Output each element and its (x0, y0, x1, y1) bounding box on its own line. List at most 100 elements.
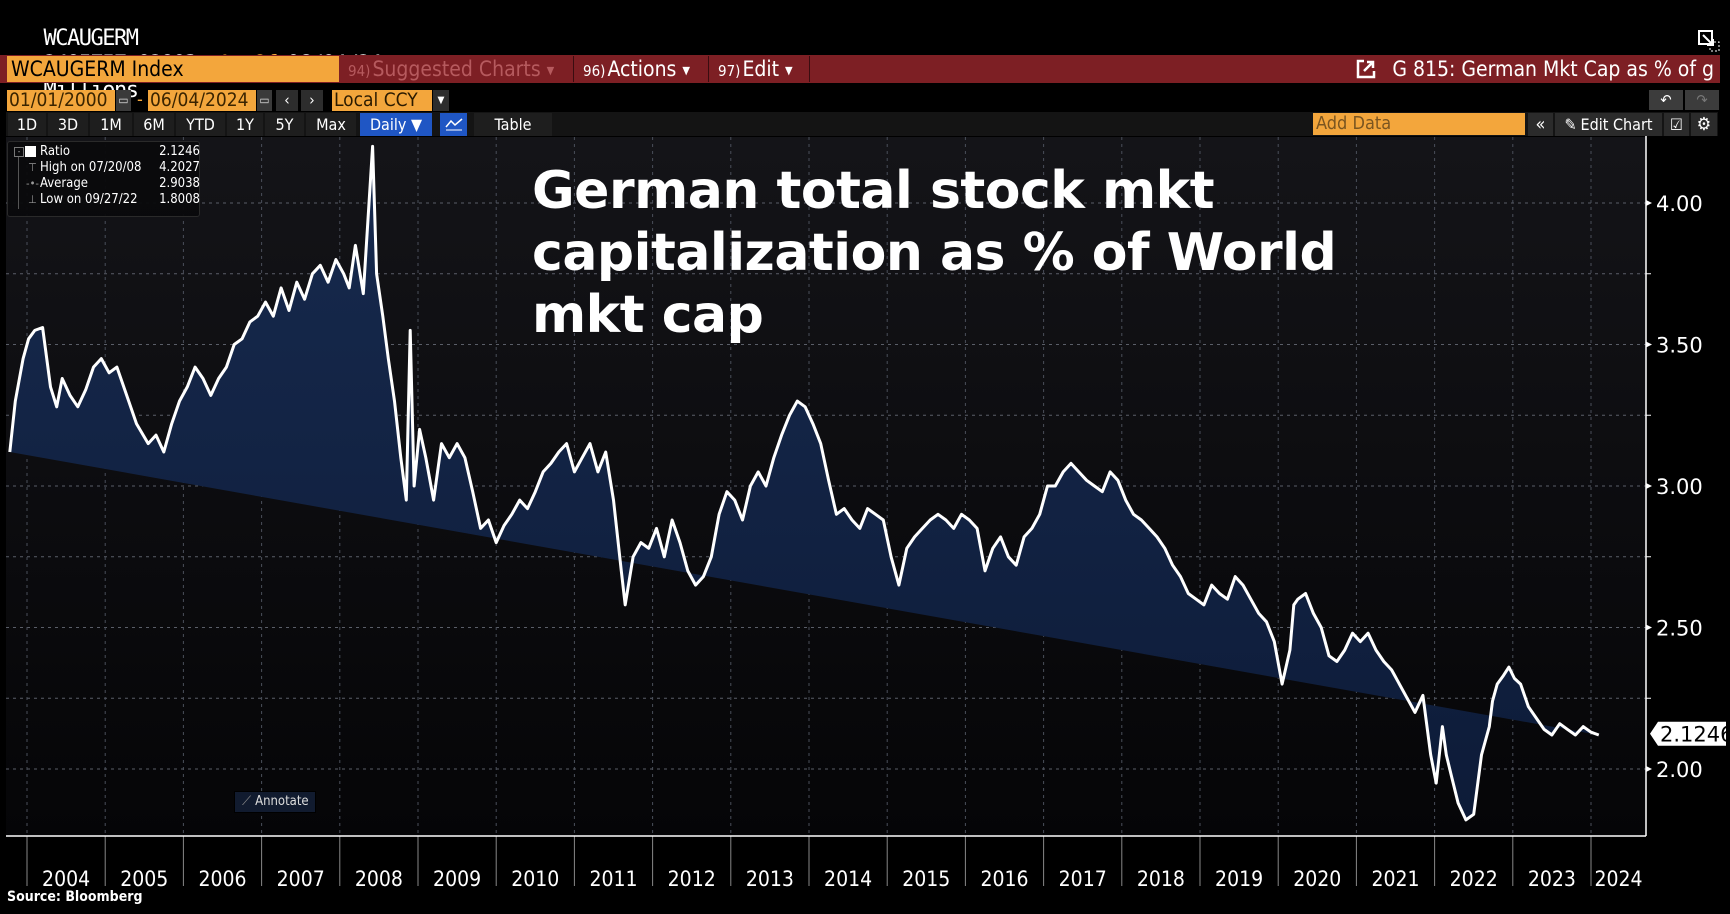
caret-down-icon: ▼ (682, 64, 691, 77)
legend-low-label: Low on 09/27/22 (40, 192, 138, 207)
x-tick-label: 2019 (1215, 867, 1263, 891)
legend-row-low: Low on 09/27/22 1.8008 (40, 192, 200, 208)
x-tick-label: 2013 (746, 867, 794, 891)
annotate-button[interactable]: ⟋ Annotate (234, 791, 316, 813)
currency-dropdown-icon[interactable]: ▼ (433, 90, 449, 111)
x-tick-label: 2014 (824, 867, 872, 891)
range-3d[interactable]: 3D (48, 113, 88, 136)
menu-number: 94) (348, 62, 371, 80)
source-footnote: Source: Bloomberg (7, 889, 143, 905)
next-period-button[interactable]: › (301, 90, 323, 111)
x-tick-label: 2010 (511, 867, 559, 891)
range-1d[interactable]: 1D (8, 113, 46, 136)
legend-low-value: 1.8008 (159, 192, 200, 207)
chart-title: German total stock mkt capitalization as… (532, 161, 1337, 345)
frequency-select[interactable]: Daily ▼ (360, 113, 432, 136)
external-link-icon[interactable] (1356, 59, 1378, 85)
x-tick-label: 2023 (1528, 867, 1576, 891)
legend-series-name: Ratio (40, 144, 70, 159)
legend-average-label: Average (40, 176, 88, 191)
last-value-label: 2.1246 (1660, 723, 1730, 747)
edit-chart-label: Edit Chart (1580, 115, 1653, 134)
menu-label: Suggested Charts (372, 57, 541, 81)
series-color-swatch (25, 146, 36, 157)
header-line-2: Bloomberg Germany Exchange Market Capit.… (20, 27, 687, 78)
currency-select[interactable]: Local CCY (332, 90, 432, 111)
y-tick-label: 2.00 (1656, 758, 1703, 782)
y-tick-label: 3.50 (1656, 334, 1703, 358)
x-tick-label: 2007 (277, 867, 325, 891)
x-tick-label: 2024 (1594, 867, 1642, 891)
x-tick-label: 2018 (1137, 867, 1185, 891)
last-value-tag (1650, 721, 1726, 746)
actions-menu[interactable]: 96)Actions ▼ (575, 56, 709, 82)
y-tick-label: 3.00 (1656, 475, 1703, 499)
x-tick-label: 2011 (589, 867, 637, 891)
add-data-input[interactable]: Add Data (1313, 113, 1525, 135)
chart-area: 2004 2005 2006 2007 2008 2009 2010 2011 2012 2013… (0, 136, 1730, 891)
suggested-charts-menu[interactable]: 94)Suggested Charts ▼ (340, 56, 574, 82)
table-button[interactable]: Table (474, 113, 552, 136)
calendar-icon[interactable]: ▭ (116, 90, 131, 111)
x-tick-label: 2016 (980, 867, 1028, 891)
pencil-icon: ⟋ (242, 794, 252, 809)
legend-high-label: High on 07/20/08 (40, 160, 142, 175)
header-line-1: WCAUGERM 2495757.02903As Of06/04/24 Mill… (20, 0, 403, 103)
range-1y[interactable]: 1Y (227, 113, 263, 136)
y-tick-marker (1646, 624, 1652, 631)
range-5y[interactable]: 5Y (265, 113, 304, 136)
popout-icon[interactable] (1698, 30, 1720, 52)
security-input[interactable]: WCAUGERM Index (7, 56, 339, 82)
legend-row-average: Average 2.9038 (40, 176, 200, 192)
menu-label: Edit (742, 57, 780, 81)
collapse-button[interactable]: « (1528, 113, 1553, 136)
x-tick-label: 2005 (120, 867, 168, 891)
caret-down-icon: ▼ (785, 64, 793, 77)
x-tick-label: 2022 (1450, 867, 1498, 891)
settings-gear-icon[interactable]: ⚙ (1691, 113, 1717, 136)
calendar-icon[interactable]: ▭ (257, 90, 272, 111)
y-tick-marker (1646, 483, 1652, 489)
date-separator: - (137, 89, 143, 110)
legend-high-value: 4.2027 (159, 160, 200, 175)
menu-number: 97) (718, 62, 741, 80)
y-tick-label: 2.50 (1656, 617, 1703, 641)
previous-period-button[interactable]: ‹ (276, 90, 298, 111)
range-6m[interactable]: 6M (134, 113, 174, 136)
collapse-legend-icon[interactable]: - (14, 147, 24, 157)
x-tick-label: 2008 (355, 867, 403, 891)
chart-name-label: G 815: German Mkt Cap as % of g (1392, 57, 1714, 81)
x-tick-label: 2009 (433, 867, 481, 891)
chart-name[interactable]: G 815: German Mkt Cap as % of g (1356, 56, 1714, 82)
start-date-input[interactable]: 01/01/2000 (7, 90, 115, 111)
edit-chart-button[interactable]: ✎ Edit Chart (1555, 113, 1662, 136)
x-tick-label: 2006 (198, 867, 246, 891)
annotation-toggle-icon[interactable]: ☑ (1664, 113, 1689, 136)
x-tick-label: 2004 (42, 867, 90, 891)
legend-tree-line (18, 157, 19, 209)
y-tick-marker (1646, 341, 1652, 348)
x-tick-label: 2015 (902, 867, 950, 891)
menu-number: 96) (583, 62, 606, 80)
undo-button[interactable]: ↶ (1649, 90, 1683, 110)
legend-average-value: 2.9038 (159, 176, 200, 191)
annotate-label: Annotate (255, 794, 309, 809)
x-tick-label: 2012 (668, 867, 716, 891)
line-chart-icon[interactable] (440, 113, 467, 136)
legend-last-value: 2.1246 (159, 144, 200, 159)
chart-legend: - Ratio 2.1246 ⊤ High on 07/20/08 4.2027 -… (7, 141, 200, 217)
left-margin (0, 137, 6, 837)
range-ytd[interactable]: YTD (176, 113, 225, 136)
range-max[interactable]: Max (306, 113, 356, 136)
redo-button[interactable]: ↷ (1685, 90, 1719, 110)
series-line-ratio (8, 144, 1600, 822)
x-tick-label: 2017 (1059, 867, 1107, 891)
average-marker-icon: -•- (26, 177, 39, 190)
ticker-code: WCAUGERM (43, 26, 139, 51)
y-tick-label: 4.00 (1656, 192, 1703, 216)
menu-label: Actions (607, 57, 677, 81)
edit-menu[interactable]: 97)Edit ▼ (710, 56, 810, 82)
end-date-input[interactable]: 06/04/2024 (148, 90, 256, 111)
range-1m[interactable]: 1M (90, 113, 132, 136)
y-tick-marker (1646, 766, 1652, 772)
